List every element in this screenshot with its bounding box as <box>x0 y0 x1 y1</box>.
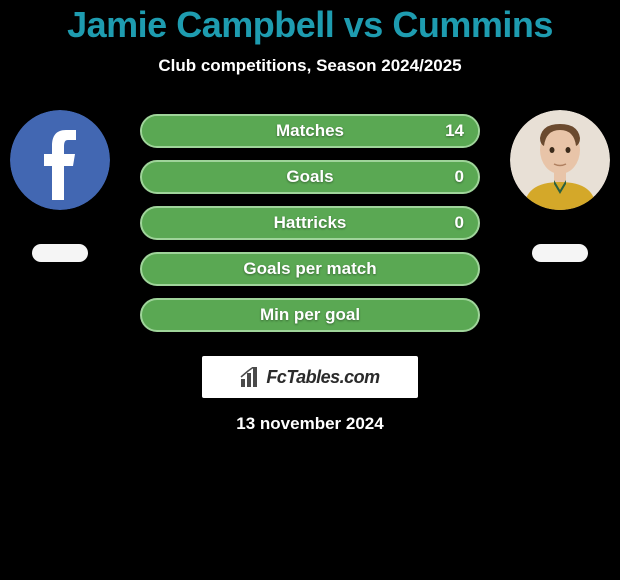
stat-bar: Goals per match <box>140 252 480 286</box>
stat-label: Matches <box>276 121 344 141</box>
logo-text: FcTables.com <box>266 367 379 388</box>
player1-flag <box>32 244 88 262</box>
stat-label: Goals <box>286 167 333 187</box>
stat-value-right: 0 <box>455 167 464 187</box>
stat-bar: Goals 0 <box>140 160 480 194</box>
stat-label: Hattricks <box>274 213 347 233</box>
player2-name: Cummins <box>392 4 553 45</box>
stat-value-right: 14 <box>445 121 464 141</box>
stat-bars: Matches 14 Goals 0 Hattricks 0 Goals per match… <box>140 114 480 332</box>
stat-bar: Hattricks 0 <box>140 206 480 240</box>
fctables-logo[interactable]: FcTables.com <box>202 356 418 398</box>
player1-name: Jamie Campbell <box>67 4 334 45</box>
date-text: 13 november 2024 <box>0 414 620 434</box>
chart-icon <box>240 367 262 387</box>
vs-text: vs <box>344 4 383 45</box>
player2-avatar <box>510 110 610 210</box>
page-title: Jamie Campbell vs Cummins <box>0 0 620 46</box>
stat-label: Goals per match <box>243 259 376 279</box>
subtitle: Club competitions, Season 2024/2025 <box>0 56 620 76</box>
stat-bar: Min per goal <box>140 298 480 332</box>
comparison-card: Jamie Campbell vs Cummins Club competiti… <box>0 0 620 580</box>
stat-label: Min per goal <box>260 305 360 325</box>
player-photo-icon <box>510 110 610 210</box>
player2-flag <box>532 244 588 262</box>
player1-avatar <box>10 110 110 210</box>
facebook-icon <box>10 110 110 210</box>
stat-value-right: 0 <box>455 213 464 233</box>
stats-section: Matches 14 Goals 0 Hattricks 0 Goals per match… <box>0 114 620 332</box>
stat-bar: Matches 14 <box>140 114 480 148</box>
